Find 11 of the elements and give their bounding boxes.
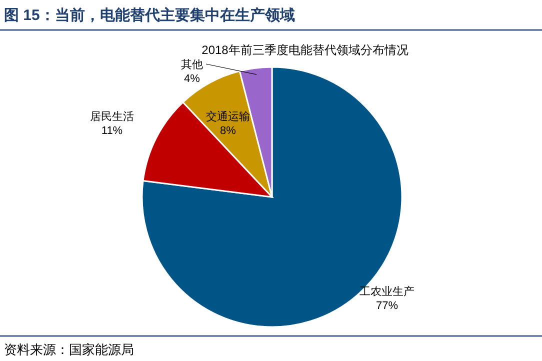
text: 资料来源：国家能源局	[4, 342, 134, 357]
data-label: 77%	[376, 300, 398, 312]
data-label: 8%	[220, 125, 236, 137]
chart-title: 图 15：当前，电能替代主要集中在生产领域	[4, 6, 295, 24]
slice-label: 交通运输	[206, 110, 250, 123]
data-label: 11%	[101, 125, 123, 137]
slice-label: 其他	[181, 58, 203, 71]
slice-label: 工农业生产	[360, 285, 414, 298]
chart-subtitle: 2018年前三季度电能替代领域分布情况	[202, 43, 408, 57]
data-label: 4%	[184, 73, 200, 85]
slice-label: 居民生活	[90, 110, 134, 123]
